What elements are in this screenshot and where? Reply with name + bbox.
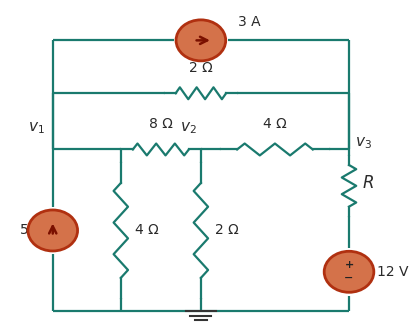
Text: $v_3$: $v_3$ (354, 135, 371, 151)
Text: 2 Ω: 2 Ω (189, 61, 212, 75)
Text: 12 V: 12 V (376, 265, 408, 279)
Circle shape (28, 210, 77, 251)
Circle shape (323, 251, 373, 292)
Circle shape (176, 20, 225, 61)
Text: 2 Ω: 2 Ω (214, 223, 238, 237)
Text: −: − (344, 273, 353, 283)
Text: 8 Ω: 8 Ω (149, 117, 172, 131)
Text: 4 Ω: 4 Ω (135, 223, 158, 237)
Text: $v_2$: $v_2$ (180, 121, 197, 136)
Text: 4 Ω: 4 Ω (262, 117, 286, 131)
Text: +: + (344, 260, 353, 270)
Text: 3 A: 3 A (237, 15, 260, 29)
Text: R: R (362, 174, 374, 192)
Text: 5 A: 5 A (20, 223, 43, 237)
Text: $v_1$: $v_1$ (28, 121, 45, 136)
